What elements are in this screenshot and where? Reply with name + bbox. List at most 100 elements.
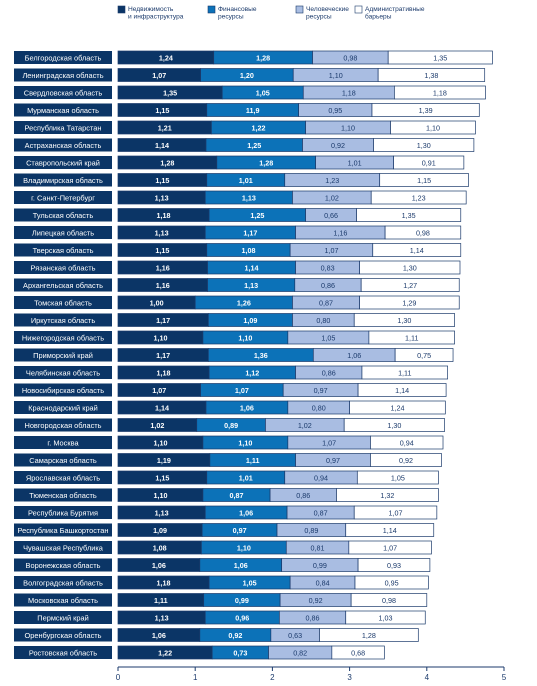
category-label-bg bbox=[14, 383, 112, 397]
category-label-bg bbox=[14, 471, 112, 484]
bar-segment bbox=[370, 435, 444, 450]
data-label: 1,26 bbox=[237, 298, 251, 307]
category-label-bg bbox=[14, 103, 112, 117]
category-label-bg bbox=[14, 576, 112, 589]
data-label: 1,39 bbox=[419, 106, 433, 115]
data-label: 1,25 bbox=[250, 211, 264, 220]
data-label: 0,98 bbox=[416, 228, 430, 237]
category-label: Самарская область bbox=[29, 456, 97, 465]
data-label: 1,18 bbox=[342, 88, 356, 97]
data-label: 0,98 bbox=[343, 53, 357, 62]
data-label: 0,75 bbox=[417, 351, 431, 360]
category-label-bg bbox=[14, 453, 112, 467]
data-label: 1,27 bbox=[403, 281, 417, 290]
category-label-bg bbox=[14, 418, 112, 432]
bar-segment bbox=[353, 313, 455, 327]
data-label: 1,01 bbox=[348, 158, 362, 167]
legend-label-3: Человеческие bbox=[306, 6, 349, 13]
bar-segment bbox=[387, 50, 493, 65]
data-label: 1,08 bbox=[241, 246, 255, 255]
data-label: 1,16 bbox=[156, 263, 170, 272]
data-label: 1,01 bbox=[239, 473, 253, 482]
bar-segment bbox=[356, 208, 462, 222]
data-label: 1,03 bbox=[378, 613, 392, 622]
data-label: 1,05 bbox=[391, 473, 405, 482]
category-label-bg bbox=[14, 646, 112, 659]
bar-segment bbox=[377, 68, 486, 82]
data-label: 1,22 bbox=[158, 648, 172, 657]
data-label: 1,21 bbox=[158, 123, 172, 132]
category-label: Томская область bbox=[34, 298, 92, 307]
data-label: 0,92 bbox=[399, 456, 413, 465]
data-label: 0,66 bbox=[324, 211, 338, 220]
data-label: 1,16 bbox=[333, 228, 347, 237]
bar-segment bbox=[370, 453, 442, 467]
category-label-bg bbox=[14, 173, 112, 187]
category-label-bg bbox=[14, 488, 112, 502]
category-label: Свердловская область bbox=[24, 88, 103, 97]
category-label-bg bbox=[14, 51, 112, 64]
legend-swatch-3 bbox=[295, 5, 304, 14]
data-label: 1,17 bbox=[243, 228, 257, 237]
data-label: 0,92 bbox=[331, 141, 345, 150]
data-label: 0,86 bbox=[296, 491, 310, 500]
data-label: 0,93 bbox=[387, 561, 401, 570]
category-label: Астраханская область bbox=[25, 141, 102, 150]
data-label: 1,14 bbox=[395, 386, 409, 395]
data-label: 0,97 bbox=[233, 526, 247, 535]
bar-segment bbox=[356, 470, 439, 485]
category-label: Чувашская Республика bbox=[23, 543, 104, 552]
category-label: Воронежская область bbox=[26, 561, 101, 570]
bar-segment bbox=[348, 540, 432, 555]
x-tick-label: 0 bbox=[116, 673, 121, 682]
category-label-bg bbox=[14, 191, 112, 204]
data-label: 1,10 bbox=[329, 71, 343, 80]
bar-segment bbox=[370, 190, 467, 205]
data-label: 1,23 bbox=[412, 193, 426, 202]
data-label: 1,11 bbox=[246, 456, 260, 465]
category-label: Белгородская область bbox=[25, 53, 102, 62]
category-label: г. Санкт-Петербург bbox=[31, 193, 95, 202]
category-label: Оренбургская область bbox=[25, 631, 102, 640]
data-label: 1,11 bbox=[405, 333, 418, 342]
data-label: 1,20 bbox=[240, 71, 254, 80]
data-label: 1,10 bbox=[153, 491, 167, 500]
category-label-bg bbox=[14, 331, 112, 344]
data-label: 0,86 bbox=[306, 613, 320, 622]
data-label: 1,15 bbox=[155, 473, 169, 482]
data-label: 0,94 bbox=[400, 438, 414, 447]
bar-segment bbox=[393, 155, 465, 170]
data-label: 1,25 bbox=[247, 141, 261, 150]
data-label: 1,10 bbox=[237, 543, 251, 552]
data-label: 1,10 bbox=[238, 333, 252, 342]
category-label: Новосибирская область bbox=[22, 386, 104, 395]
data-label: 1,13 bbox=[155, 193, 169, 202]
data-label: 1,11 bbox=[154, 596, 168, 605]
bar-segment bbox=[349, 400, 446, 415]
category-label: Республика Бурятия bbox=[28, 508, 98, 517]
data-label: 1,36 bbox=[254, 351, 268, 360]
data-label: 1,15 bbox=[417, 176, 431, 185]
bar-segment bbox=[345, 523, 435, 537]
data-label: 1,07 bbox=[152, 71, 166, 80]
bar-segment bbox=[343, 418, 445, 432]
data-label: 1,09 bbox=[153, 526, 167, 535]
data-label: 1,06 bbox=[152, 631, 166, 640]
x-tick-label: 1 bbox=[193, 673, 198, 682]
category-label: Пермский край bbox=[37, 613, 88, 622]
category-label-bg bbox=[14, 296, 112, 309]
data-label: 0,91 bbox=[422, 158, 436, 167]
bar-segment bbox=[331, 645, 385, 660]
category-label: Республика Башкортостан bbox=[18, 526, 109, 535]
data-label: 0,86 bbox=[321, 281, 335, 290]
data-label: 1,28 bbox=[362, 631, 376, 640]
bar-segment bbox=[345, 610, 426, 625]
legend-label-4-line2: барьеры bbox=[365, 13, 392, 21]
data-label: 1,35 bbox=[402, 211, 416, 220]
data-label: 1,10 bbox=[341, 123, 355, 132]
data-label: 0,87 bbox=[230, 491, 244, 500]
category-label: Липецкая область bbox=[32, 228, 94, 237]
bar-segment bbox=[384, 225, 462, 240]
category-label-bg bbox=[14, 243, 112, 257]
data-label: 1,38 bbox=[424, 71, 438, 80]
